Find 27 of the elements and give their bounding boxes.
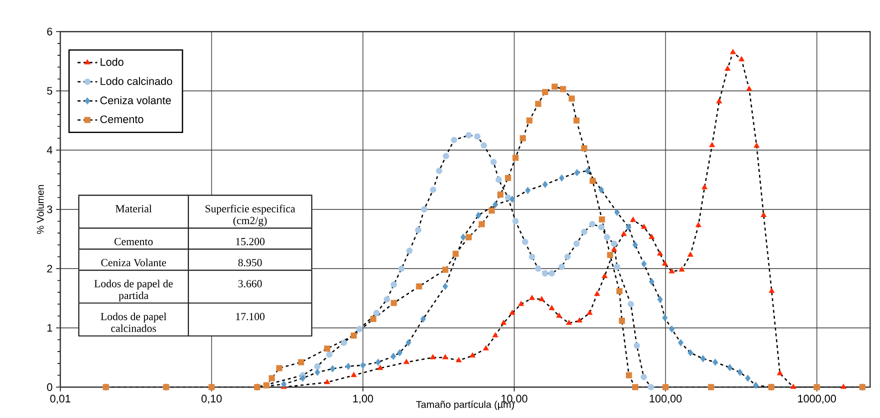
y-tick-label: 1 bbox=[47, 324, 52, 332]
annotation: 8.950 bbox=[238, 259, 262, 266]
x-tick-label: 0,01 bbox=[50, 394, 70, 404]
x-tick-label: 100,00 bbox=[650, 394, 682, 404]
y-tick-label: 3 bbox=[47, 206, 52, 214]
legend-label: Lodo bbox=[100, 58, 124, 66]
y-tick-label: 6 bbox=[47, 28, 52, 36]
y-tick-label: 2 bbox=[47, 264, 52, 273]
annotation: Ceniza Volante bbox=[101, 258, 166, 266]
annotation: Lodos de papel calcinados bbox=[100, 312, 166, 332]
annotation: 3.660 bbox=[238, 280, 262, 288]
legend-label: Lodo calcinado bbox=[100, 77, 172, 86]
y-axis-title: % Volumen bbox=[36, 185, 44, 234]
annotation: Lodos de papel de partida bbox=[94, 280, 173, 302]
annotation: 15.200 bbox=[236, 238, 265, 246]
x-tick-label: 0,10 bbox=[202, 394, 222, 404]
y-tick-label: 5 bbox=[47, 87, 52, 95]
x-tick-label: 1000,00 bbox=[798, 394, 836, 404]
legend-label: Ceniza volante bbox=[100, 96, 171, 104]
annotation: 17.100 bbox=[236, 313, 265, 320]
y-tick-label: 0 bbox=[47, 383, 52, 392]
annotation: Superficie especifica (cm2/g) bbox=[206, 204, 296, 227]
annotation: Material bbox=[116, 204, 152, 212]
annotation: Cemento bbox=[114, 238, 153, 246]
y-tick-label: 4 bbox=[46, 146, 52, 154]
x-tick-label: 1,00 bbox=[353, 394, 374, 404]
legend-label: Cemento bbox=[100, 116, 144, 124]
